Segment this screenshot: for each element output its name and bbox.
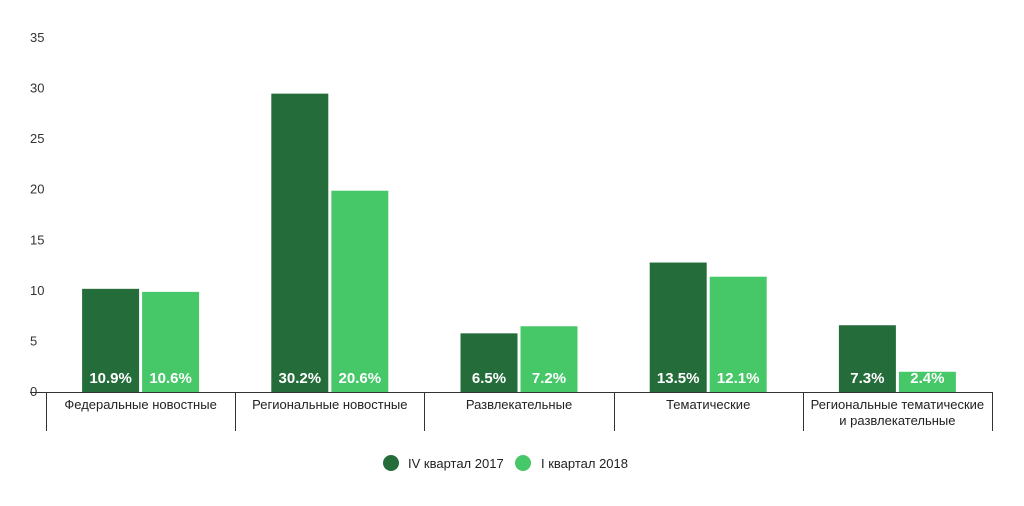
y-tick-label: 25 xyxy=(30,131,44,146)
data-label: 7.2% xyxy=(532,370,566,387)
category-label: Региональные новостные xyxy=(252,397,407,412)
data-label: 13.5% xyxy=(657,370,700,387)
bar xyxy=(898,371,956,392)
legend-marker xyxy=(515,455,531,471)
bar xyxy=(520,326,578,392)
y-tick-label: 5 xyxy=(30,333,37,348)
y-axis-ticks: 0 5 10 15 20 25 30 35 xyxy=(30,30,44,399)
bar xyxy=(838,325,896,392)
category-label: Развлекательные xyxy=(466,397,572,412)
data-label: 20.6% xyxy=(339,370,382,387)
bar xyxy=(82,288,140,392)
legend-label: IV квартал 2017 xyxy=(408,456,504,471)
category-label: Региональные тематические xyxy=(811,397,985,412)
bar xyxy=(709,276,767,392)
category-label: и развлекательные xyxy=(839,413,955,428)
bar xyxy=(649,262,707,392)
data-label: 12.1% xyxy=(717,370,760,387)
y-tick-label: 35 xyxy=(30,30,44,45)
bar xyxy=(460,333,518,392)
y-tick-label: 0 xyxy=(30,384,37,399)
data-label: 7.3% xyxy=(850,370,884,387)
bars xyxy=(82,93,956,392)
data-label: 6.5% xyxy=(472,370,506,387)
category-label: Тематические xyxy=(666,397,750,412)
data-label: 10.6% xyxy=(149,370,192,387)
y-tick-label: 30 xyxy=(30,81,44,96)
bar xyxy=(331,190,389,392)
bar xyxy=(271,93,329,392)
bar xyxy=(142,291,200,392)
y-tick-label: 15 xyxy=(30,232,44,247)
legend-marker xyxy=(383,455,399,471)
data-label: 30.2% xyxy=(279,370,322,387)
legend-label: I квартал 2018 xyxy=(541,456,628,471)
y-tick-label: 20 xyxy=(30,182,44,197)
data-label: 10.9% xyxy=(89,370,132,387)
data-labels: 10.9% 30.2% 6.5% 13.5% 7.3% 10.6% 20.6% 7.2% 12.… xyxy=(89,370,944,387)
x-axis: Федеральные новостные Региональные новост… xyxy=(30,392,993,431)
data-label: 2.4% xyxy=(910,370,944,387)
category-label: Федеральные новостные xyxy=(64,397,216,412)
y-tick-label: 10 xyxy=(30,283,44,298)
legend: IV квартал 2017 I квартал 2018 xyxy=(383,455,628,471)
